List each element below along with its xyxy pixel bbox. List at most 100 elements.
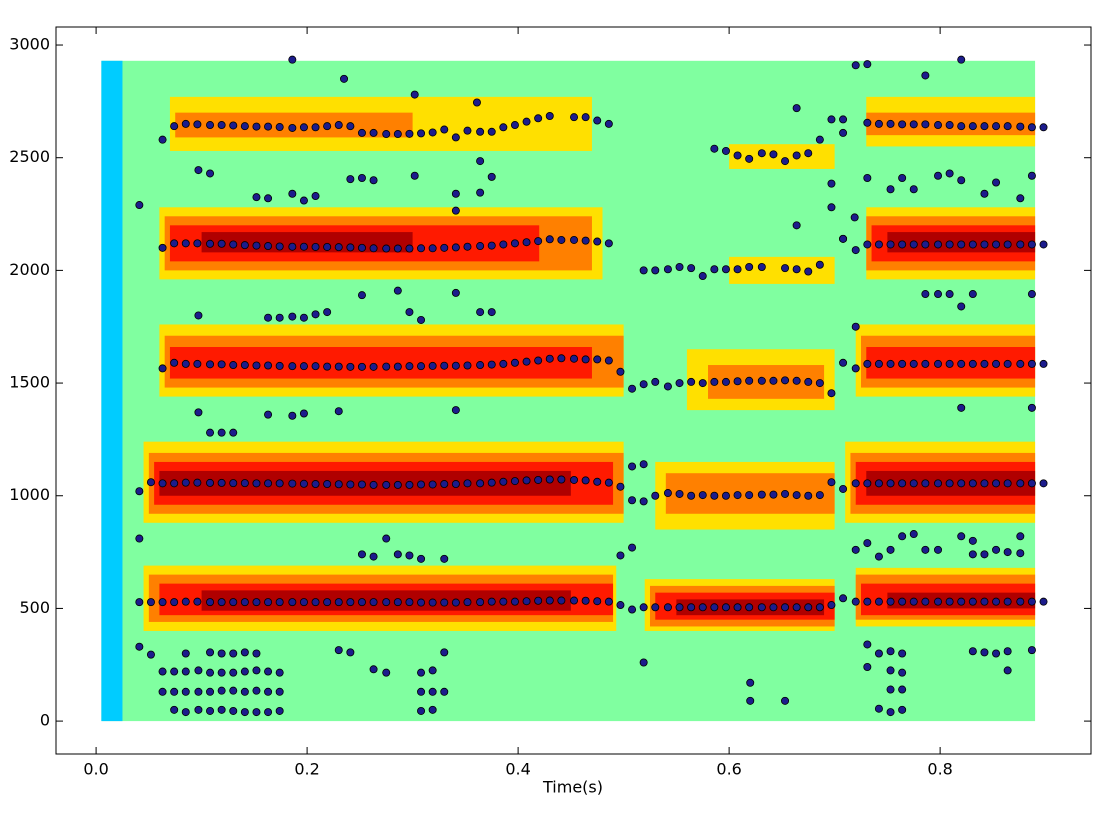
point [217, 598, 226, 607]
plot-frame [55, 26, 1092, 755]
point [604, 119, 613, 128]
point [417, 598, 426, 607]
point [781, 489, 790, 498]
point [898, 532, 907, 541]
point [733, 491, 742, 500]
point [499, 359, 508, 368]
point [1003, 479, 1012, 488]
point [181, 359, 190, 368]
point [1027, 359, 1036, 368]
point [369, 176, 378, 185]
point [898, 359, 907, 368]
point [217, 239, 226, 248]
point [1003, 548, 1012, 557]
point [229, 121, 238, 130]
point [851, 61, 860, 70]
point [980, 122, 989, 131]
point [687, 491, 696, 500]
point [850, 213, 859, 222]
x-tick-label: 0.4 [505, 760, 530, 779]
point [886, 119, 895, 128]
point [170, 239, 179, 248]
point [357, 598, 366, 607]
point [158, 667, 167, 676]
point [863, 539, 872, 548]
point [323, 242, 332, 251]
point [557, 235, 566, 244]
point [698, 272, 707, 281]
point [639, 380, 648, 389]
point [229, 240, 238, 249]
point [299, 479, 308, 488]
point [463, 361, 472, 370]
point [698, 491, 707, 500]
point [499, 597, 508, 606]
point [534, 114, 543, 123]
point [288, 242, 297, 251]
point [909, 479, 918, 488]
point [570, 235, 579, 244]
point [311, 362, 320, 371]
point [522, 238, 531, 247]
point [510, 239, 519, 248]
point [264, 410, 273, 419]
point [827, 115, 836, 124]
point [934, 359, 943, 368]
point [181, 478, 190, 487]
point [252, 479, 261, 488]
point [781, 696, 790, 705]
point [992, 649, 1001, 658]
point [382, 130, 391, 139]
point [417, 315, 426, 324]
point [135, 201, 144, 210]
point [909, 597, 918, 606]
point [275, 706, 284, 715]
point [733, 377, 742, 386]
point [311, 123, 320, 132]
point [181, 597, 190, 606]
point [733, 265, 742, 274]
point [792, 104, 801, 113]
point [745, 376, 754, 385]
point [827, 203, 836, 212]
y-tick-label: 1500 [9, 373, 50, 392]
point [781, 603, 790, 612]
point [874, 597, 883, 606]
point [792, 265, 801, 274]
point [874, 359, 883, 368]
point [721, 603, 730, 612]
point [357, 173, 366, 182]
point [193, 478, 202, 487]
point [487, 172, 496, 181]
point [487, 478, 496, 487]
point [745, 491, 754, 500]
point [181, 708, 190, 717]
point [264, 598, 273, 607]
point [334, 243, 343, 252]
point [968, 647, 977, 656]
point [323, 308, 332, 317]
point [369, 598, 378, 607]
point [792, 221, 801, 230]
point [639, 497, 648, 506]
point [980, 189, 989, 198]
point [451, 406, 460, 415]
point [229, 479, 238, 488]
point [229, 361, 238, 370]
point [968, 290, 977, 299]
x-axis-label: Time(s) [542, 778, 603, 797]
point [405, 480, 414, 489]
point [158, 687, 167, 696]
point [382, 534, 391, 543]
point [593, 477, 602, 486]
point [229, 706, 238, 715]
point [181, 687, 190, 696]
point [968, 597, 977, 606]
point [194, 687, 203, 696]
point [934, 240, 943, 249]
point [804, 377, 813, 386]
point [193, 359, 202, 368]
point [275, 123, 284, 132]
point [405, 362, 414, 371]
point [405, 551, 414, 560]
